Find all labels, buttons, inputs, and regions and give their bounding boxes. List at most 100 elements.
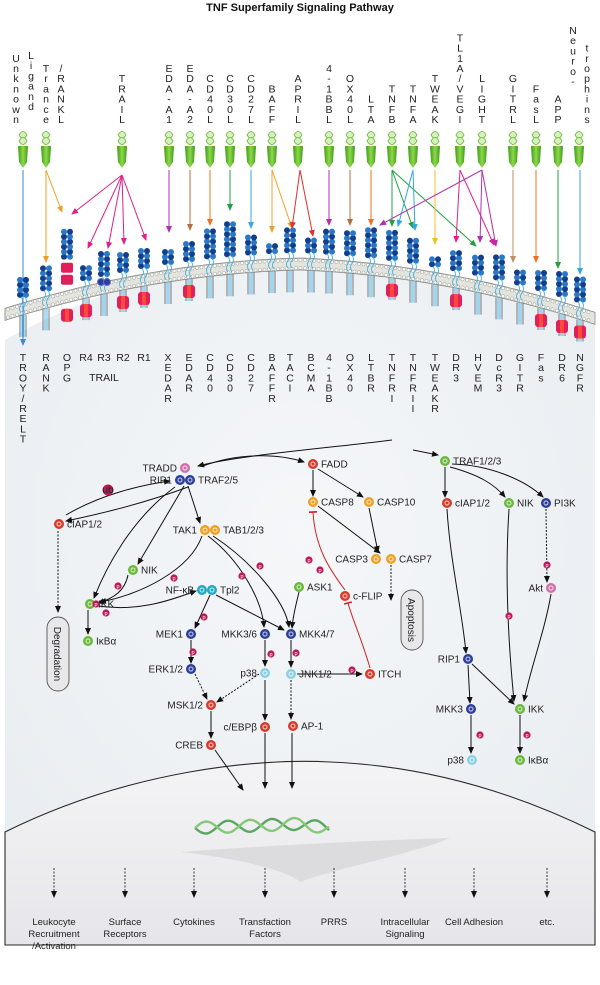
node-label-cebpb: c/EBPβ: [223, 723, 257, 734]
receptor-label-r2: R2: [116, 352, 130, 364]
inhibition-arrow: [343, 601, 371, 669]
binding-arrow: [289, 169, 301, 229]
node-label-pi3k: PI3K: [554, 499, 576, 510]
signaling-edges: [55, 439, 552, 791]
pathway-arrow: [412, 449, 439, 457]
node-pi3k: PI3K: [541, 498, 576, 510]
outcome-label: PRRS: [321, 917, 347, 928]
ligand-icon: [531, 131, 541, 168]
node-label-tradd: TRADD: [143, 464, 177, 475]
node-label-mkk36: MKK3/6: [221, 630, 257, 641]
receptor-label-r1: R1: [137, 352, 151, 364]
phospho-icon: p: [267, 650, 275, 658]
node-ikba-right: IκBα: [515, 755, 548, 767]
svg-text:p: p: [172, 576, 175, 582]
svg-text:p: p: [307, 558, 310, 564]
receptor-icon: [365, 227, 377, 298]
receptors: [17, 221, 586, 342]
receptor-icon: [493, 254, 505, 320]
node-label-nik-right: NIK: [517, 499, 534, 510]
node-label-traf25: TRAF2/5: [198, 476, 238, 487]
ligand-icon: [246, 131, 256, 168]
node-label-rip1-right: RIP1: [438, 655, 461, 666]
node-mkk3: MKK3: [436, 704, 476, 716]
node-label-nik-left: NIK: [141, 566, 158, 577]
svg-text:p: p: [191, 650, 194, 656]
ligand-icon: [345, 131, 355, 168]
outcome-6: Cell Adhesion: [445, 868, 503, 928]
ligand-icon: [324, 131, 334, 168]
node-label-casp7: CASP7: [399, 555, 432, 566]
svg-text:p: p: [269, 652, 272, 658]
receptor-icon: [535, 270, 547, 331]
receptor-icon: [61, 228, 73, 322]
ligand-icon: [508, 131, 518, 168]
svg-text:p: p: [116, 584, 119, 590]
receptor-icon: [266, 243, 278, 294]
node-msk12: MSK1/2: [167, 700, 216, 712]
ligands: [18, 131, 584, 168]
binding-arrow: [106, 174, 123, 249]
pathway-arrow: [194, 673, 208, 700]
pathway-arrow: [466, 664, 473, 704]
phospho-icon: p: [189, 648, 197, 656]
ligand-label-4-1bbl: 4 -1 B B L: [325, 63, 332, 126]
pathway-arrow: [93, 486, 176, 599]
degradation-pill: Degradation: [46, 616, 70, 692]
ligand-label-tl1a-vegi: T L 1 A / V E G I: [456, 32, 464, 126]
pathway-arrow: [202, 455, 305, 467]
receptor-icon: [97, 251, 111, 317]
outcome-label: Signaling: [385, 929, 424, 940]
node-label-msk12: MSK1/2: [167, 701, 203, 712]
node-traf25: TRAF2/5: [185, 475, 238, 487]
ligand-icon: [18, 131, 28, 168]
phospho-icon: p: [238, 572, 246, 580]
node-label-cflip: c-FLIP: [353, 592, 383, 603]
receptor-icon: [574, 276, 586, 342]
node-label-ikba-right: IκBα: [528, 756, 548, 767]
node-traf123: TRAF1/2/3: [440, 456, 502, 468]
receptor-icon: [407, 237, 419, 303]
receptor-icon: [224, 221, 236, 297]
receptor-label-r4: R4: [79, 352, 93, 364]
node-label-ikk-left: IKK: [98, 600, 114, 611]
phospho-icon: p: [543, 561, 551, 569]
ligand-icon: [164, 131, 174, 168]
receptor-icon: [40, 265, 52, 331]
phospho-icon: p: [348, 666, 356, 674]
receptor-icon: [162, 249, 174, 305]
outcome-4: PRRS: [321, 868, 347, 928]
dna-helix-icon: [194, 816, 330, 835]
cytoplasm: [5, 260, 595, 945]
ligand-icon: [455, 131, 465, 168]
receptor-icon: [450, 250, 462, 311]
svg-text:p: p: [545, 563, 548, 569]
node-label-fadd: FADD: [321, 460, 348, 471]
binding-arrow: [391, 169, 414, 229]
node-ciap12-left: cIAP1/2: [54, 519, 102, 531]
ligand-icon: [477, 131, 487, 168]
ligand-icon: [225, 131, 235, 168]
node-rip1: RIP1: [150, 475, 185, 487]
pathway-arrow: [368, 507, 380, 553]
phospho-icon: p: [505, 612, 513, 620]
